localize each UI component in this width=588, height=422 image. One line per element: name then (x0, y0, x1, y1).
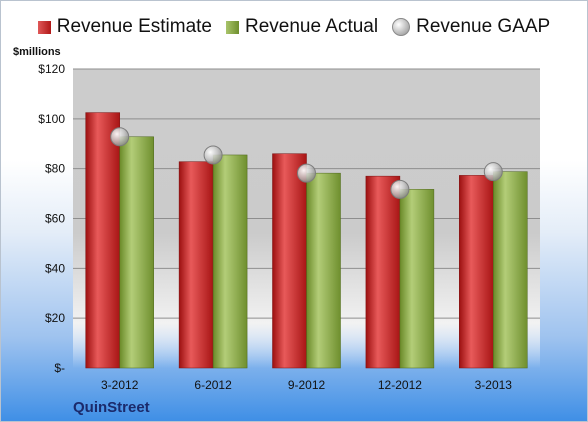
gaap-markers (110, 127, 503, 199)
y-tick-label: $20 (45, 311, 65, 325)
x-tick-label: 6-2012 (194, 378, 232, 392)
legend-label-actual: Revenue Actual (245, 16, 379, 37)
legend-swatch-actual (226, 20, 239, 34)
gaap-marker (483, 162, 503, 182)
legend-swatch-estimate (37, 20, 51, 34)
y-tick-label: $60 (45, 212, 65, 226)
x-tick-label: 3-2013 (475, 378, 513, 392)
gaap-marker (297, 163, 316, 183)
x-tick-label: 9-2012 (288, 378, 326, 392)
x-axis-ticks: 3-2012 6-2012 9-2012 12-2012 3-2013 (101, 378, 512, 392)
y-tick-label: $40 (45, 261, 65, 275)
x-tick-label: 3-2012 (101, 378, 139, 392)
bar-estimate (365, 175, 401, 369)
y-axis-ticks: $- $20 $40 $60 $80 $100 $120 (38, 62, 65, 375)
legend-item-actual: Revenue Actual (226, 16, 378, 38)
legend-label-estimate: Revenue Estimate (56, 16, 212, 37)
legend-item-estimate: Revenue Estimate (37, 16, 212, 38)
gaap-marker (390, 179, 410, 199)
bars (85, 112, 528, 369)
gaap-marker (110, 127, 130, 147)
bar-actual (399, 189, 435, 369)
bar-actual (119, 136, 154, 369)
y-axis-unit-label: $millions (13, 46, 61, 58)
bar-actual (306, 172, 341, 369)
legend-label-gaap: Revenue GAAP (416, 16, 551, 37)
legend: Revenue Estimate Revenue Actual Revenue … (1, 16, 587, 38)
y-tick-label: $120 (38, 62, 65, 76)
bar-estimate (272, 153, 307, 369)
x-tick-label: 12-2012 (378, 378, 422, 392)
bar-estimate (459, 175, 494, 369)
y-tick-label: $80 (45, 162, 65, 176)
legend-marker-gaap (392, 18, 411, 36)
bar-actual (212, 154, 248, 369)
legend-item-gaap: Revenue GAAP (392, 16, 550, 38)
bar-estimate (85, 112, 120, 369)
bar-estimate (178, 161, 214, 369)
bar-actual (493, 171, 528, 369)
y-tick-label: $100 (38, 112, 65, 126)
company-name: QuinStreet (73, 399, 150, 416)
gaap-marker (203, 145, 223, 165)
y-tick-label: $- (54, 361, 65, 375)
